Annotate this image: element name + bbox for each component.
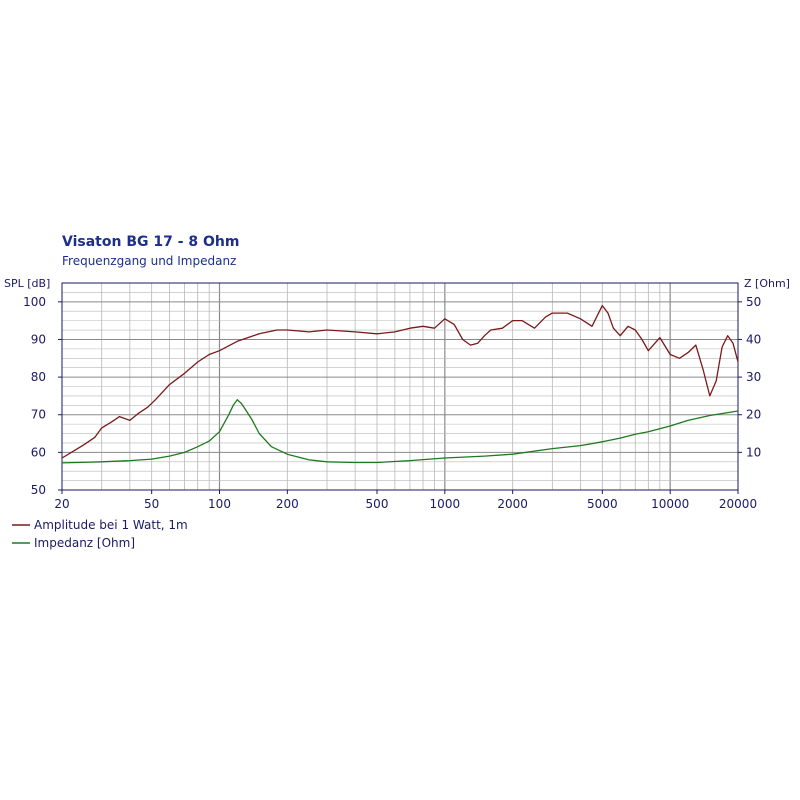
y-left-tick-label: 50 [31,483,46,497]
y-right-tick-label: 40 [746,332,761,346]
y-axis-left-ticks: 50 60 70 80 90 100 [23,295,62,497]
x-tick-label: 1000 [430,497,461,511]
y-left-tick-label: 70 [31,408,46,422]
y-axis-right-label: Z [Ohm] [744,277,790,290]
y-axis-left-label: SPL [dB] [4,277,50,290]
legend-label-impedance: Impedanz [Ohm] [34,536,135,550]
plot-frame [61,282,739,491]
x-tick-label: 5000 [587,497,618,511]
y-left-tick-label: 80 [31,370,46,384]
chart-title: Visaton BG 17 - 8 Ohm [62,234,239,250]
x-tick-label: 10000 [651,497,689,511]
series-line-amplitude [61,304,739,459]
x-tick-label: 200 [276,497,299,511]
x-axis-ticks: 20 50 100 200 500 1000 2000 5000 10000 20000 [54,490,757,511]
x-tick-label: 500 [366,497,389,511]
y-right-tick-label: 10 [746,445,761,459]
chart-subtitle: Frequenzgang und Impedanz [62,254,236,268]
x-tick-label: 20000 [719,497,757,511]
y-left-tick-label: 60 [31,445,46,459]
y-left-tick-label: 90 [31,332,46,346]
x-tick-label: 50 [144,497,159,511]
x-tick-label: 100 [208,497,231,511]
y-right-tick-label: 50 [746,295,761,309]
y-axis-right-ticks: 10 20 30 40 50 [738,295,761,459]
x-tick-label: 20 [54,497,69,511]
x-tick-label: 2000 [497,497,528,511]
series-lines [61,304,739,464]
legend-item-impedance: Impedanz [Ohm] [12,536,135,550]
legend-label-amplitude: Amplitude bei 1 Watt, 1m [34,518,188,532]
y-right-tick-label: 20 [746,408,761,422]
y-right-tick-label: 30 [746,370,761,384]
y-left-tick-label: 100 [23,295,46,309]
legend-item-amplitude: Amplitude bei 1 Watt, 1m [12,518,188,532]
series-line-impedance [61,399,739,464]
legend: Amplitude bei 1 Watt, 1m Impedanz [Ohm] [12,518,188,550]
